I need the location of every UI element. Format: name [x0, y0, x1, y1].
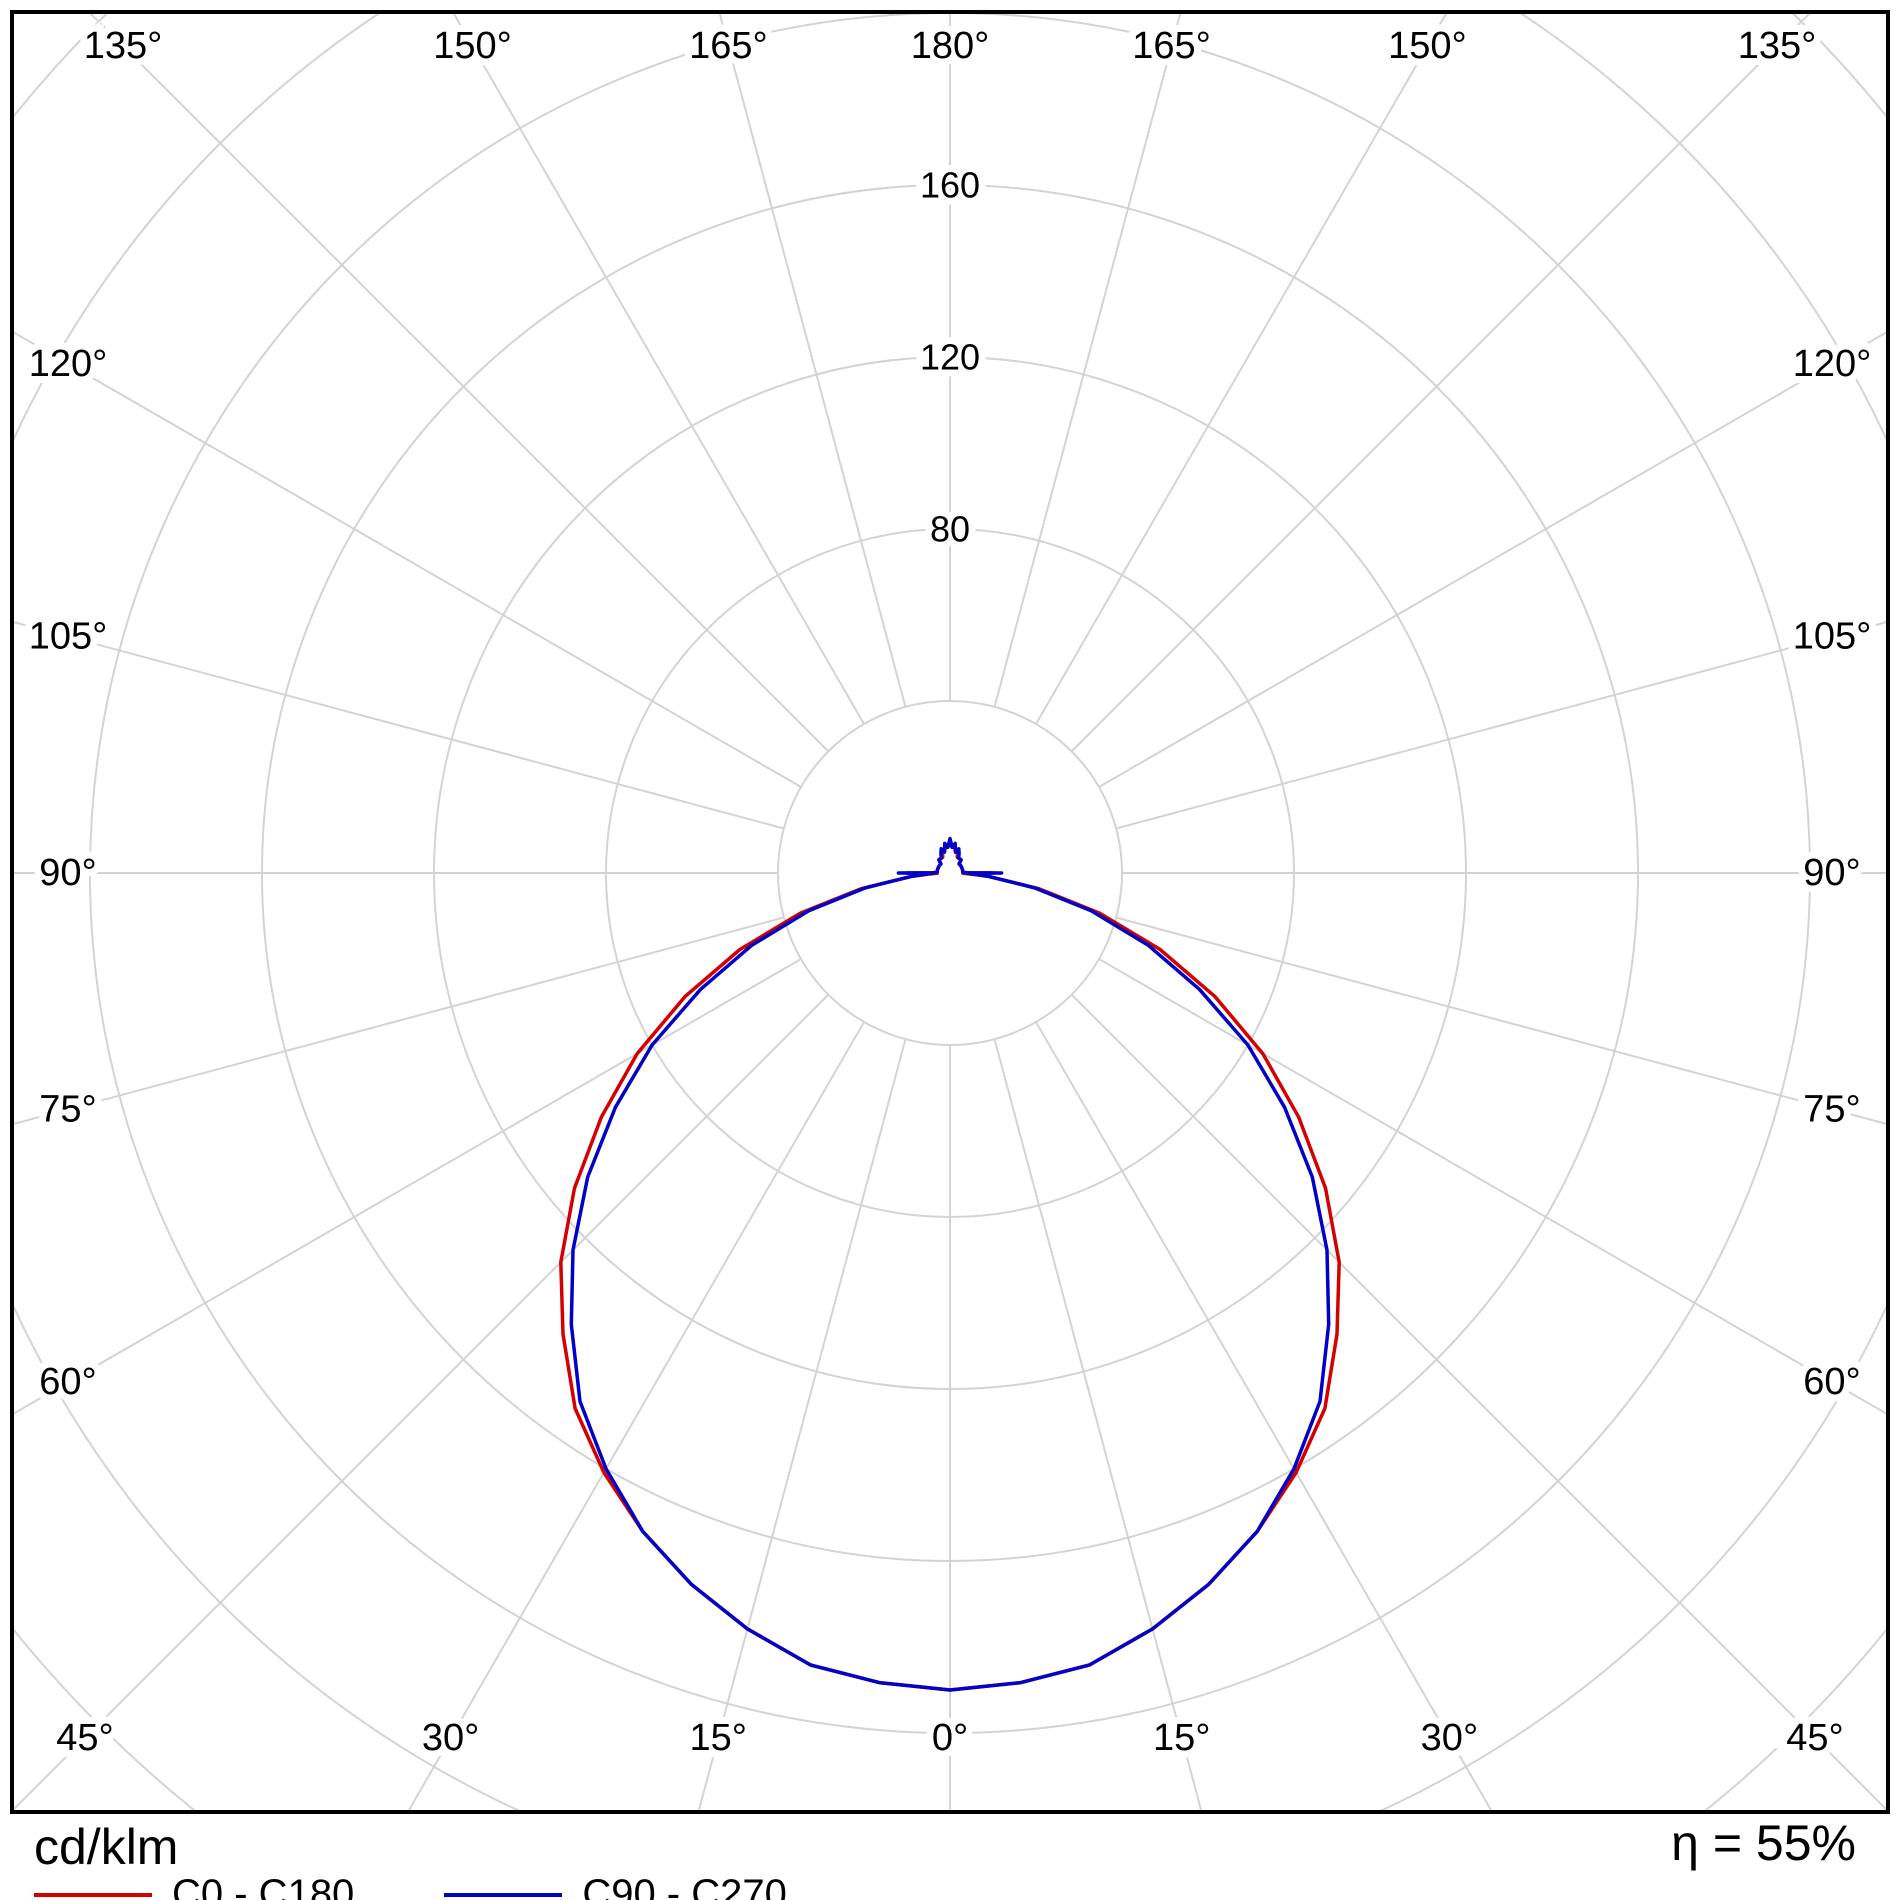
curves [559, 836, 1341, 1692]
legend-label-c90-c270: C90 - C270 [582, 1872, 787, 1900]
angle-label: 60° [1803, 1361, 1860, 1403]
curve-c90-c270 [569, 836, 1331, 1692]
angle-label: 90° [1803, 852, 1860, 894]
radial-labels: 80 120 160 [913, 158, 987, 557]
radial-tick-label: 120 [920, 337, 980, 378]
radial-tick-label: 80 [930, 509, 970, 550]
angle-label: 75° [1803, 1088, 1860, 1130]
angle-label: 105° [29, 616, 108, 658]
chart-legend: C0 - C180 C90 - C270 [34, 1872, 877, 1900]
angle-label: 120° [1793, 343, 1872, 385]
radial-tick-label: 160 [920, 165, 980, 206]
angle-label: 105° [1793, 616, 1872, 658]
angle-label: 0° [932, 1717, 968, 1759]
angle-label: 45° [56, 1717, 113, 1759]
angle-label: 30° [1421, 1717, 1478, 1759]
angle-label: 60° [39, 1361, 96, 1403]
angle-label: 15° [689, 1717, 746, 1759]
legend-item-c90-c270: C90 - C270 [444, 1872, 787, 1900]
angle-label: 45° [1786, 1717, 1843, 1759]
angle-label: 120° [29, 343, 108, 385]
angle-label: 150° [433, 25, 512, 67]
legend-line-red [34, 1892, 152, 1897]
angle-label: 15° [1153, 1717, 1210, 1759]
angle-label: 150° [1388, 25, 1467, 67]
angle-label: 135° [84, 25, 163, 67]
legend-line-blue [444, 1892, 563, 1897]
angle-label: 135° [1738, 25, 1817, 67]
legend-item-c0-c180: C0 - C180 [34, 1872, 354, 1900]
angle-label: 30° [422, 1717, 479, 1759]
angle-label: 165° [689, 25, 768, 67]
unit-label: cd/klm [34, 1819, 179, 1875]
angle-labels: 0° 15° 30° 45° 60° 75° 90° 105° 120° 135° 150° 165°… [22, 18, 1879, 1766]
legend-label-c0-c180: C0 - C180 [172, 1872, 355, 1900]
angle-label: 180° [911, 25, 990, 67]
angle-label: 90° [39, 852, 96, 894]
efficiency-label: η = 55% [1671, 1815, 1856, 1871]
angle-label: 75° [39, 1088, 96, 1130]
angle-label: 165° [1132, 25, 1211, 67]
